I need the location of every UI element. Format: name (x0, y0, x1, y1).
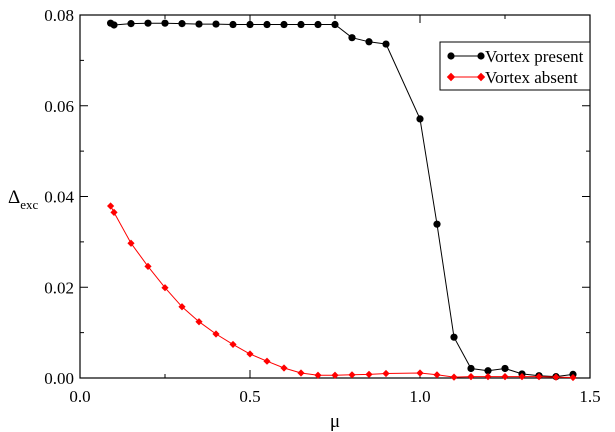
data-point-vortex-absent (110, 208, 118, 216)
data-point-vortex-present (348, 34, 356, 42)
data-point-vortex-present (501, 364, 509, 373)
series-line-vortex-present (110, 22, 574, 378)
x-axis-label: μ (330, 411, 340, 432)
y-tick-label: 0.02 (44, 278, 74, 297)
data-point-vortex-present (127, 20, 135, 28)
data-point-vortex-absent (280, 364, 288, 372)
data-point-vortex-present (246, 20, 254, 29)
data-point-vortex-absent (195, 318, 203, 326)
y-axis-label-sub: exc (20, 197, 38, 212)
data-point-vortex-absent (314, 371, 322, 379)
data-point-vortex-absent (501, 373, 509, 381)
data-point-vortex-present (467, 364, 475, 373)
data-point-vortex-present (144, 19, 152, 27)
data-point-vortex-absent (144, 262, 152, 270)
legend-label-vortex-absent: Vortex absent (485, 68, 578, 87)
data-point-vortex-present (229, 20, 237, 29)
legend-box (439, 41, 591, 91)
data-point-vortex-present (450, 333, 458, 341)
x-tick-label: 1.0 (409, 387, 430, 406)
data-point-vortex-present (212, 20, 220, 28)
data-point-vortex-present (110, 21, 118, 29)
series-line-vortex-absent (110, 205, 574, 378)
data-point-vortex-present (195, 20, 203, 28)
legend-label-vortex-present: Vortex present (485, 47, 584, 66)
y-tick-label: 0.00 (44, 369, 74, 388)
data-point-vortex-absent (382, 369, 390, 378)
data-point-vortex-absent (107, 202, 115, 210)
data-point-vortex-absent (127, 239, 135, 247)
legend-marker-vortex-absent (476, 72, 486, 82)
data-point-vortex-absent (263, 357, 271, 365)
data-point-vortex-absent (450, 373, 458, 381)
series-layer (107, 19, 577, 382)
y-tick-label: 0.06 (44, 97, 74, 116)
data-point-vortex-absent (331, 371, 339, 379)
x-tick-label: 1.5 (579, 387, 600, 406)
data-point-vortex-present (484, 367, 492, 375)
data-point-vortex-absent (416, 369, 424, 377)
legend-marker-vortex-present (447, 52, 455, 60)
data-point-vortex-absent (348, 371, 356, 379)
data-point-vortex-absent (297, 369, 305, 377)
y-axis-label: Δexc (8, 187, 38, 212)
data-point-vortex-absent (178, 303, 186, 311)
legend: Vortex present Vortex absent (439, 41, 591, 91)
data-point-vortex-absent (484, 373, 492, 381)
data-point-vortex-absent (569, 373, 577, 382)
x-tick-label: 0.5 (239, 387, 260, 406)
data-point-vortex-absent (467, 373, 475, 381)
data-point-vortex-present (365, 38, 373, 46)
data-point-vortex-absent (212, 330, 220, 338)
data-point-vortex-absent (518, 373, 526, 381)
data-point-vortex-present (263, 20, 271, 29)
data-point-vortex-present (297, 20, 305, 29)
data-point-vortex-present (416, 115, 424, 123)
x-tick-label: 0.0 (69, 387, 90, 406)
y-tick-label: 0.08 (44, 6, 74, 25)
y-tick-label: 0.04 (44, 188, 74, 207)
data-point-vortex-absent (161, 284, 169, 292)
data-point-vortex-present (331, 20, 339, 29)
data-point-vortex-present (280, 20, 288, 29)
data-point-vortex-absent (552, 373, 560, 381)
axis-ticks: 0.0 0.5 1.0 1.5 0.00 0.02 0.04 0.06 0.08 (44, 6, 600, 406)
data-point-vortex-present (314, 20, 322, 29)
legend-marker-vortex-present (477, 52, 485, 60)
data-point-vortex-present (433, 220, 441, 228)
data-point-vortex-absent (229, 340, 237, 349)
legend-marker-vortex-absent (446, 72, 456, 82)
data-point-vortex-absent (433, 371, 441, 379)
data-point-vortex-present (178, 20, 186, 28)
data-point-vortex-present (382, 40, 390, 48)
data-point-vortex-absent (246, 350, 254, 358)
data-point-vortex-present (161, 19, 169, 27)
data-point-vortex-absent (535, 373, 543, 381)
data-point-vortex-absent (365, 370, 373, 378)
y-axis-label-main: Δ (8, 187, 20, 208)
